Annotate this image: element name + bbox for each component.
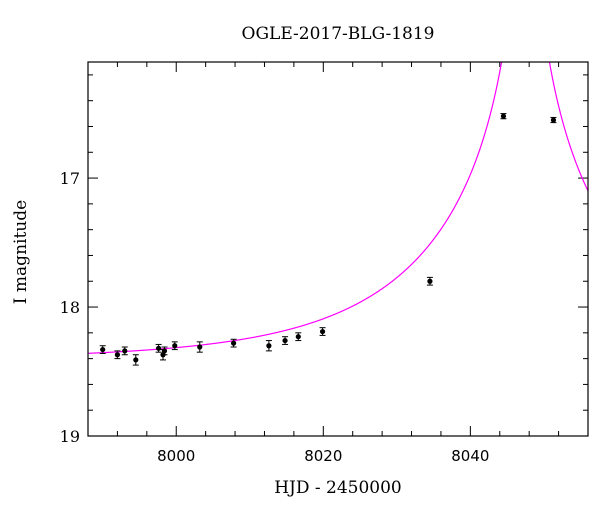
data-point bbox=[161, 348, 168, 354]
data-point bbox=[122, 348, 128, 354]
data-point bbox=[319, 328, 326, 335]
data-point bbox=[230, 340, 237, 346]
data-point bbox=[282, 337, 288, 344]
plot-frame bbox=[87, 61, 589, 437]
y-tick-label: 17 bbox=[60, 169, 80, 188]
x-tick-label: 8000 bbox=[157, 447, 195, 465]
data-points bbox=[99, 113, 557, 366]
x-tick-label: 8020 bbox=[304, 447, 342, 465]
data-point bbox=[114, 352, 121, 358]
x-axis-label: HJD - 2450000 bbox=[274, 478, 402, 498]
data-point bbox=[500, 113, 507, 119]
data-point bbox=[266, 343, 272, 349]
axis-ticks bbox=[87, 62, 589, 437]
data-point bbox=[172, 343, 178, 349]
data-point bbox=[295, 334, 301, 340]
chart-title: OGLE-2017-BLG-1819 bbox=[242, 24, 435, 44]
x-tick-label: 8040 bbox=[451, 447, 489, 465]
model-curve bbox=[88, 62, 588, 354]
y-axis-label: I magnitude bbox=[11, 200, 31, 304]
y-tick-label: 18 bbox=[60, 298, 80, 317]
data-point bbox=[133, 357, 139, 363]
data-point bbox=[155, 345, 162, 351]
data-point bbox=[550, 117, 557, 123]
tick-labels: 8000 8020 8040 17 18 19 bbox=[60, 169, 490, 465]
data-point bbox=[427, 278, 433, 284]
y-tick-label: 19 bbox=[60, 427, 80, 446]
data-point bbox=[197, 344, 203, 350]
data-point bbox=[100, 346, 106, 353]
